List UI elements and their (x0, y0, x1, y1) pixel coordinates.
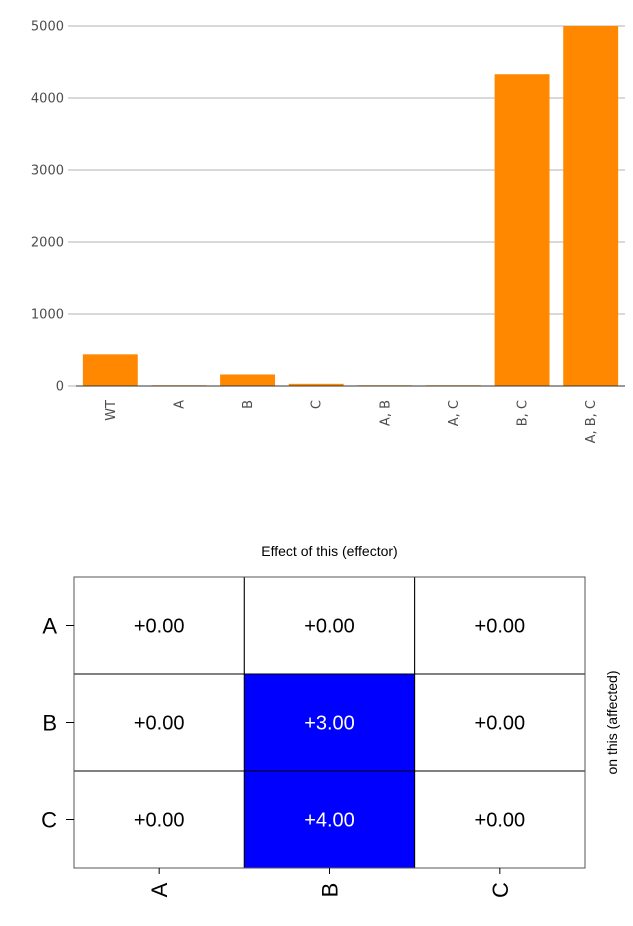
heatmap-cell (73, 770, 245, 869)
heatmap-row-labels: A B C (41, 614, 74, 833)
x-tick-label: B (241, 400, 256, 409)
y-tick-label: 4000 (31, 92, 64, 107)
x-tick-label: A (172, 400, 187, 409)
heatmap-cell (243, 770, 416, 869)
heatmap-cell (414, 770, 586, 869)
heatmap-side-label: on this (affected) (604, 670, 620, 774)
bar (494, 74, 550, 387)
heatmap-value: +0.00 (134, 616, 185, 638)
heatmap-value: +0.00 (304, 616, 355, 638)
bar-marks (76, 26, 625, 387)
x-tick-label: A, B, C (584, 400, 599, 443)
heatmap-title: Effect of this (effector) (261, 543, 397, 559)
heatmap-chart: Effect of this (effector) on this (affec… (41, 543, 620, 898)
y-tick-label: 2000 (31, 236, 64, 251)
heatmap-value: +0.00 (475, 810, 526, 832)
x-tick-label: C (310, 400, 325, 409)
col-label: B (318, 883, 343, 898)
heatmap-col-labels: A B C (147, 868, 513, 898)
bar (563, 26, 619, 386)
y-tick-label: 0 (56, 380, 64, 395)
heatmap-value: +3.00 (304, 713, 355, 735)
heatmap-cells: +0.00 +0.00 +0.00 +0.00 +3.00 +0.00 +0.00 +4.00… (73, 576, 586, 869)
heatmap-value: +0.00 (475, 713, 526, 735)
row-label: B (42, 711, 57, 736)
heatmap-value: +0.00 (475, 616, 526, 638)
col-label: A (147, 882, 172, 897)
bar-x-ticks: WT A B C A, B A, C B, C A, B, C (104, 400, 599, 444)
y-tick-label: 1000 (31, 308, 64, 323)
bar (288, 383, 344, 386)
bar-chart: 0 1000 2000 3000 4000 5000 WT A B C A, B A, C B, C A… (31, 20, 625, 444)
x-tick-label: WT (104, 400, 119, 421)
heatmap-cell (414, 673, 586, 772)
row-label: C (41, 808, 57, 833)
x-tick-label: A, B (378, 400, 393, 426)
bar (220, 374, 276, 386)
heatmap-value: +4.00 (304, 810, 355, 832)
x-tick-label: A, C (447, 400, 462, 426)
x-tick-label: B, C (516, 400, 531, 426)
bar-y-ticks: 0 1000 2000 3000 4000 5000 (31, 20, 76, 395)
y-tick-label: 3000 (31, 164, 64, 179)
bar (82, 354, 138, 386)
heatmap-value: +0.00 (134, 713, 185, 735)
y-tick-label: 5000 (31, 20, 64, 35)
heatmap-cell (243, 673, 416, 772)
col-label: C (488, 882, 513, 898)
row-label: A (42, 614, 57, 639)
heatmap-value: +0.00 (134, 810, 185, 832)
